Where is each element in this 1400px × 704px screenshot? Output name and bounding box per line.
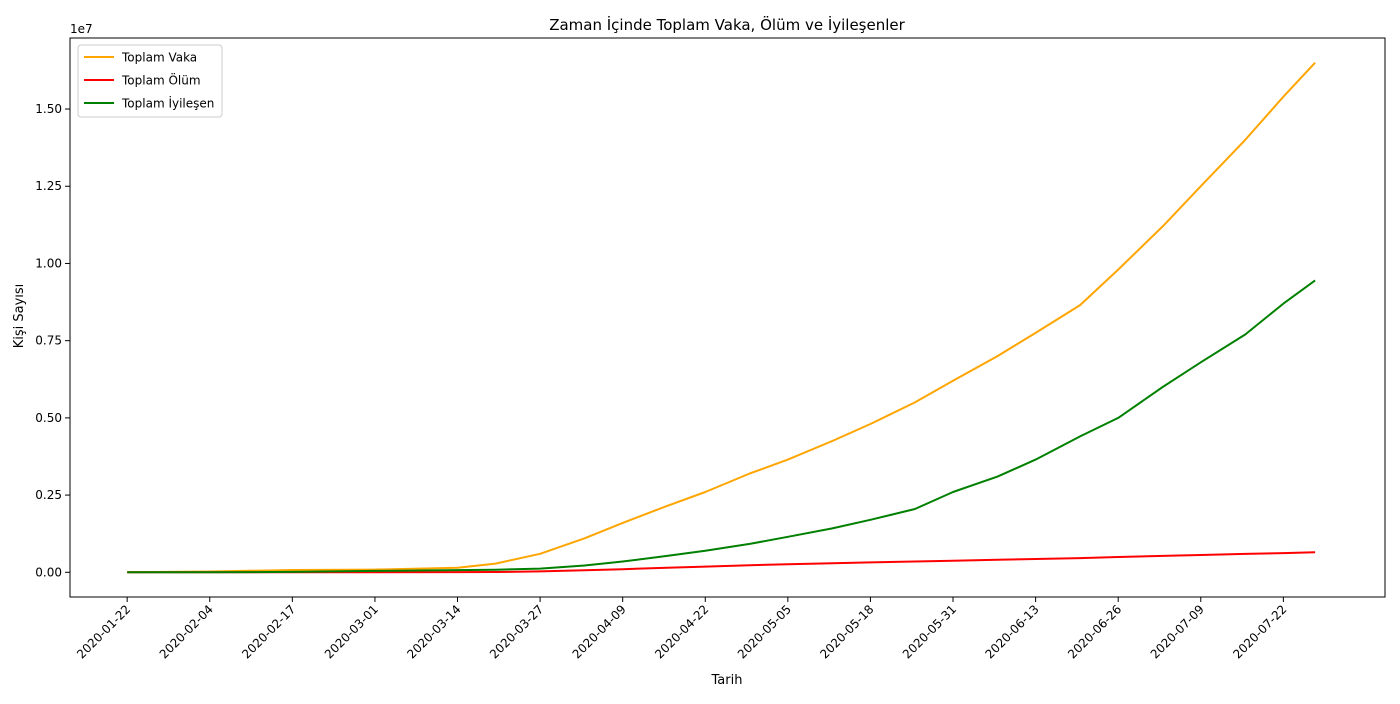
y-axis-label: Kişi Sayısı (12, 284, 27, 349)
y-offset-label: 1e7 (70, 22, 93, 36)
y-tick-label-1: 0.25 (35, 488, 62, 502)
y-tick-label-4: 1.00 (35, 256, 62, 270)
series-line-0 (127, 62, 1316, 574)
chart-title: Zaman İçinde Toplam Vaka, Ölüm ve İyileş… (549, 15, 905, 34)
y-tick-label-2: 0.50 (35, 411, 62, 425)
legend-label-0: Toplam Vaka (121, 51, 197, 65)
plot-frame (69, 37, 1386, 598)
series-line-2 (127, 279, 1316, 574)
legend-box (77, 44, 223, 118)
legend-label-2: Toplam İyileşen (121, 96, 214, 111)
y-tick-label-3: 0.75 (35, 334, 62, 348)
y-tick-label-5: 1.25 (35, 179, 62, 193)
legend-label-1: Toplam Ölüm (121, 72, 201, 88)
y-tick-label-6: 1.50 (35, 102, 62, 116)
y-tick-label-0: 0.00 (35, 565, 62, 579)
x-axis-label: Tarih (711, 673, 743, 688)
series-line-1 (127, 551, 1316, 574)
